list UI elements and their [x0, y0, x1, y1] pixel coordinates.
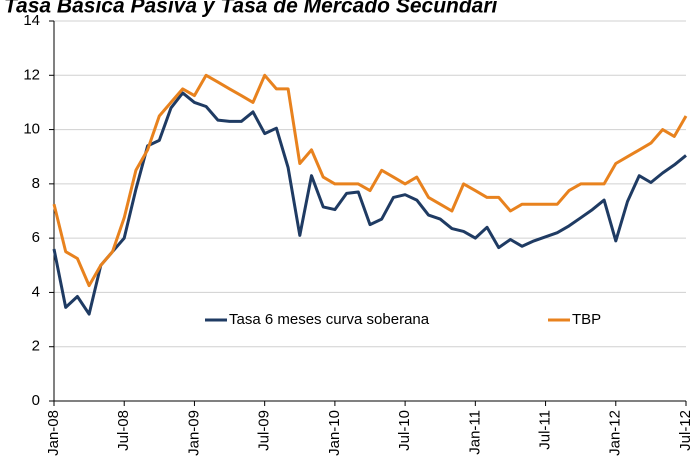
- x-tick-label: Jan-08: [45, 410, 62, 456]
- x-tick-label: Jan-11: [466, 410, 483, 455]
- chart-title: Tasa Básica Pasiva y Tasa de Mercado Sec…: [4, 0, 499, 17]
- x-tick-label: Jul-12: [677, 410, 694, 451]
- y-tick-label: 0: [32, 392, 40, 409]
- legend-label: TBP: [572, 311, 601, 328]
- y-tick-label: 6: [32, 229, 40, 246]
- x-tick-label: Jul-08: [115, 410, 132, 451]
- x-tick-label: Jan-12: [607, 410, 624, 456]
- x-tick-label: Jul-09: [256, 410, 273, 451]
- y-tick-label: 12: [23, 66, 40, 83]
- y-tick-label: 2: [32, 338, 40, 355]
- series-line: [52, 73, 688, 288]
- y-tick-label: 14: [23, 12, 40, 29]
- x-tick-label: Jul-11: [537, 410, 554, 450]
- y-tick-label: 10: [23, 121, 40, 138]
- series-line: [52, 91, 687, 316]
- y-tick-label: 4: [32, 283, 40, 300]
- legend-label: Tasa 6 meses curva soberana: [229, 311, 430, 328]
- y-tick-label: 8: [32, 175, 40, 192]
- x-tick-label: Jan-10: [326, 410, 343, 456]
- x-tick-label: Jul-10: [396, 410, 413, 451]
- x-tick-label: Jan-09: [185, 410, 202, 456]
